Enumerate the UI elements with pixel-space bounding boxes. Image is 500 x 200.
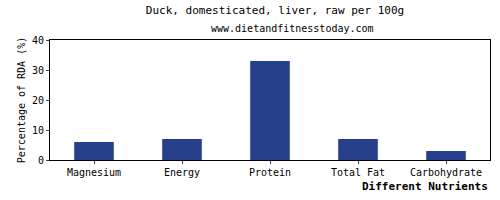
svg-text:30: 30 (32, 65, 44, 76)
svg-text:0: 0 (38, 155, 44, 166)
svg-text:Total Fat: Total Fat (331, 167, 385, 178)
svg-text:40: 40 (32, 35, 44, 46)
svg-text:Energy: Energy (164, 167, 200, 178)
svg-text:20: 20 (32, 95, 44, 106)
svg-text:Magnesium: Magnesium (67, 167, 121, 178)
svg-text:10: 10 (32, 125, 44, 136)
svg-text:Protein: Protein (249, 167, 291, 178)
svg-text:Carbohydrate: Carbohydrate (410, 167, 482, 178)
svg-text:Different Nutrients: Different Nutrients (362, 180, 488, 193)
svg-text:Percentage of RDA (%): Percentage of RDA (%) (16, 37, 27, 163)
svg-text:www.dietandfitnesstoday.com: www.dietandfitnesstoday.com (211, 23, 374, 34)
svg-text:Duck, domesticated, liver, raw: Duck, domesticated, liver, raw per 100g (146, 4, 404, 17)
